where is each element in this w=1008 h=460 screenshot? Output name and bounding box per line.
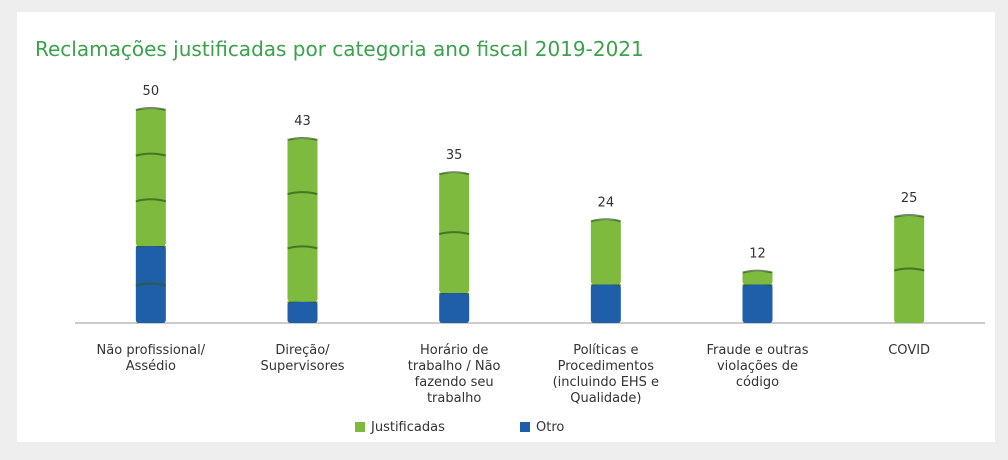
- total-label: 50: [143, 84, 160, 99]
- bar-segment: [590, 284, 621, 323]
- bamboo-node: [135, 198, 167, 203]
- bar-segment: [287, 138, 318, 302]
- legend-label: Otro: [536, 420, 564, 435]
- total-label: 43: [294, 114, 311, 129]
- bar-segment: [439, 293, 470, 323]
- bamboo-node: [893, 214, 925, 218]
- total-label: 35: [446, 148, 463, 163]
- bamboo-node: [438, 171, 470, 176]
- bamboo-node: [287, 136, 318, 141]
- legend-swatch: [520, 422, 530, 432]
- bar-segment: [590, 220, 621, 285]
- x-tick-label: COVID: [888, 343, 931, 358]
- chart-panel: Reclamações justificadas por categoria a…: [17, 12, 995, 442]
- legend-label: Justificadas: [370, 420, 445, 435]
- x-tick-label: Horário de trabalho / Não fazendo seu tr…: [407, 343, 501, 406]
- bar-segment: [742, 271, 773, 285]
- bar-segment: [742, 284, 773, 323]
- chart: Reclamações justificadas por categoria a…: [35, 37, 985, 435]
- bamboo-node: [135, 107, 167, 111]
- x-tick-label: Não profissional/ Assédio: [96, 343, 206, 374]
- bamboo-node: [438, 231, 470, 236]
- bamboo-node: [590, 218, 622, 223]
- legend-swatch: [355, 422, 365, 432]
- bamboo-node: [287, 245, 318, 250]
- bamboo-node: [742, 269, 773, 274]
- total-label: 24: [598, 195, 615, 210]
- bar-segment: [287, 301, 318, 323]
- bamboo-node: [893, 267, 925, 272]
- x-tick-label: Fraude e outras violações de código: [706, 343, 809, 390]
- bamboo-node: [135, 152, 167, 157]
- x-tick-label: Direção/ Supervisores: [260, 343, 345, 374]
- chart-title: Reclamações justificadas por categoria a…: [35, 37, 644, 61]
- bamboo-node: [135, 282, 167, 287]
- total-label: 12: [749, 247, 766, 262]
- bamboo-node: [287, 191, 318, 196]
- bar-segment: [135, 109, 166, 246]
- x-tick-label: Políticas e Procedimentos (incluindo EHS…: [552, 343, 660, 406]
- total-label: 25: [901, 191, 918, 206]
